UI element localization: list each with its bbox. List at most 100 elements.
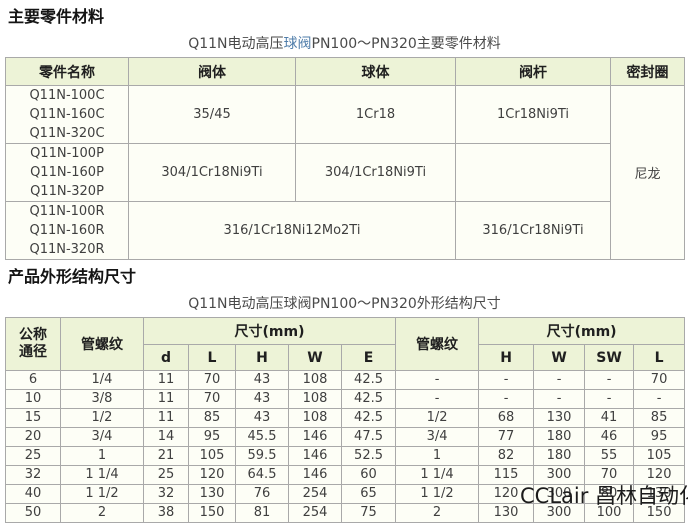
materials-table: 零件名称 阀体 球体 阀杆 密封圈 Q11N-100C Q11N-160C Q1…: [5, 57, 685, 260]
cell: 45.5: [235, 427, 289, 447]
cell: 120: [478, 484, 535, 504]
body-material: 304/1Cr18Ni9Ti: [128, 143, 296, 202]
cell: 254: [288, 503, 342, 523]
cell: 130: [533, 408, 586, 428]
cell: 70: [188, 389, 236, 409]
cell: -: [584, 370, 635, 390]
cell: 64.5: [235, 465, 289, 485]
cell: 10: [5, 389, 61, 409]
col-pipe-thread-1: 管螺纹: [60, 317, 144, 371]
col-nominal-diameter: 公称 通径: [5, 317, 61, 371]
cell: 42.5: [340, 370, 397, 390]
cell: 77: [478, 427, 535, 447]
cell: 52.5: [340, 446, 397, 466]
cell: 3/8: [60, 389, 144, 409]
seal-material: 尼龙: [610, 85, 685, 260]
col-SW: SW: [584, 344, 635, 371]
caption1-prefix: Q11N电动高压: [188, 36, 284, 52]
cell: -: [395, 370, 480, 390]
caption1-suffix: PN100～PN320主要零件材料: [311, 36, 501, 52]
col-H1: H: [235, 344, 289, 371]
cell: 120: [633, 465, 686, 485]
cell: 105: [188, 446, 236, 466]
model-name: Q11N-320C: [29, 126, 105, 141]
cell: 120: [188, 465, 236, 485]
col-part-name: 零件名称: [5, 57, 129, 86]
table-row: 15 1/2 11 85 43 108 42.5 1/2 68 130 41 8…: [5, 408, 686, 428]
cell: 1 1/4: [395, 465, 480, 485]
cell: 254: [288, 484, 342, 504]
cell: 65: [340, 484, 397, 504]
model-name: Q11N-320P: [30, 184, 104, 199]
col-pipe-thread-2: 管螺纹: [395, 317, 480, 371]
cell: 300: [533, 465, 586, 485]
col-ball: 球体: [295, 57, 456, 86]
table-row: 32 1 1/4 25 120 64.5 146 60 1 1/4 115 30…: [5, 465, 686, 485]
cell: 6: [5, 370, 61, 390]
stem-material: 1Cr18Ni9Ti: [455, 85, 611, 144]
table-row: 25 1 21 105 59.5 146 52.5 1 82 180 55 10…: [5, 446, 686, 466]
cell: 95: [633, 427, 686, 447]
cell: 180: [533, 446, 586, 466]
model-name: Q11N-100R: [29, 204, 105, 219]
ball-material: 304/1Cr18Ni9Ti: [295, 143, 456, 202]
cell: 3/4: [60, 427, 144, 447]
cell: 70: [584, 465, 635, 485]
cell: 150: [633, 503, 686, 523]
cell: 146: [288, 427, 342, 447]
section2-title: 产品外形结构尺寸: [8, 267, 137, 286]
table-row: Q11N-100R Q11N-160R Q11N-320R 316/1Cr18N…: [5, 201, 685, 260]
cell: 40: [5, 484, 61, 504]
cell: 105: [633, 446, 686, 466]
cell: -: [584, 389, 635, 409]
cell: 11: [143, 370, 189, 390]
ball-valve-link[interactable]: 球阀: [283, 36, 312, 52]
cell: 85: [188, 408, 236, 428]
cell: -: [533, 370, 586, 390]
cell: 95: [188, 427, 236, 447]
model-cell: Q11N-100P Q11N-160P Q11N-320P: [5, 143, 129, 202]
col-valve-body: 阀体: [128, 57, 296, 86]
nominal-line2: 通径: [19, 344, 47, 360]
cell: 146: [288, 465, 342, 485]
watermark: CCLair 昌林自动化: [520, 484, 688, 508]
cell: 21: [143, 446, 189, 466]
table-row: Q11N-100C Q11N-160C Q11N-320C 35/45 1Cr1…: [5, 85, 685, 260]
cell: 100: [584, 503, 635, 523]
cell: -: [633, 389, 686, 409]
cell: 1/2: [395, 408, 480, 428]
col-seal-ring: 密封圈: [610, 57, 685, 86]
table-row: 20 3/4 14 95 45.5 146 47.5 3/4 77 180 46…: [5, 427, 686, 447]
cell: 1 1/2: [395, 484, 480, 504]
col-L2: L: [633, 344, 686, 371]
size-group-1: 尺寸(mm): [142, 317, 397, 345]
dimensions-header-row-1: 公称 通径 管螺纹 尺寸(mm) 管螺纹 尺寸(mm): [5, 317, 686, 371]
cell: 1/2: [60, 408, 144, 428]
cell: -: [478, 370, 535, 390]
cell: 1: [395, 446, 480, 466]
col-E: E: [340, 344, 397, 371]
table-row: 10 3/8 11 70 43 108 42.5 - - - - -: [5, 389, 686, 409]
cell: 43: [235, 389, 289, 409]
stem-material: 316/1Cr18Ni9Ti: [455, 201, 611, 260]
cell: 42.5: [340, 408, 397, 428]
cell: 3/4: [395, 427, 480, 447]
table-row: 6 1/4 11 70 43 108 42.5 - - - - 70: [5, 370, 686, 390]
size-group-2: 尺寸(mm): [478, 317, 686, 345]
cell: 108: [288, 370, 342, 390]
cell: 1: [60, 446, 144, 466]
body-ball-material: 316/1Cr18Ni12Mo2Ti: [128, 201, 456, 260]
cell: 85: [633, 408, 686, 428]
model-name: Q11N-160R: [29, 223, 105, 238]
col-d: d: [143, 344, 189, 371]
cell: 55: [584, 446, 635, 466]
cell: 81: [235, 503, 289, 523]
cell: 68: [478, 408, 535, 428]
col-L1: L: [188, 344, 236, 371]
cell: 150: [188, 503, 236, 523]
cell: -: [395, 389, 480, 409]
cell: 42.5: [340, 389, 397, 409]
cell: 108: [288, 408, 342, 428]
cell: -: [478, 389, 535, 409]
table-row: 50 2 38 150 81 254 75 2 130 300 100 150: [5, 503, 686, 523]
